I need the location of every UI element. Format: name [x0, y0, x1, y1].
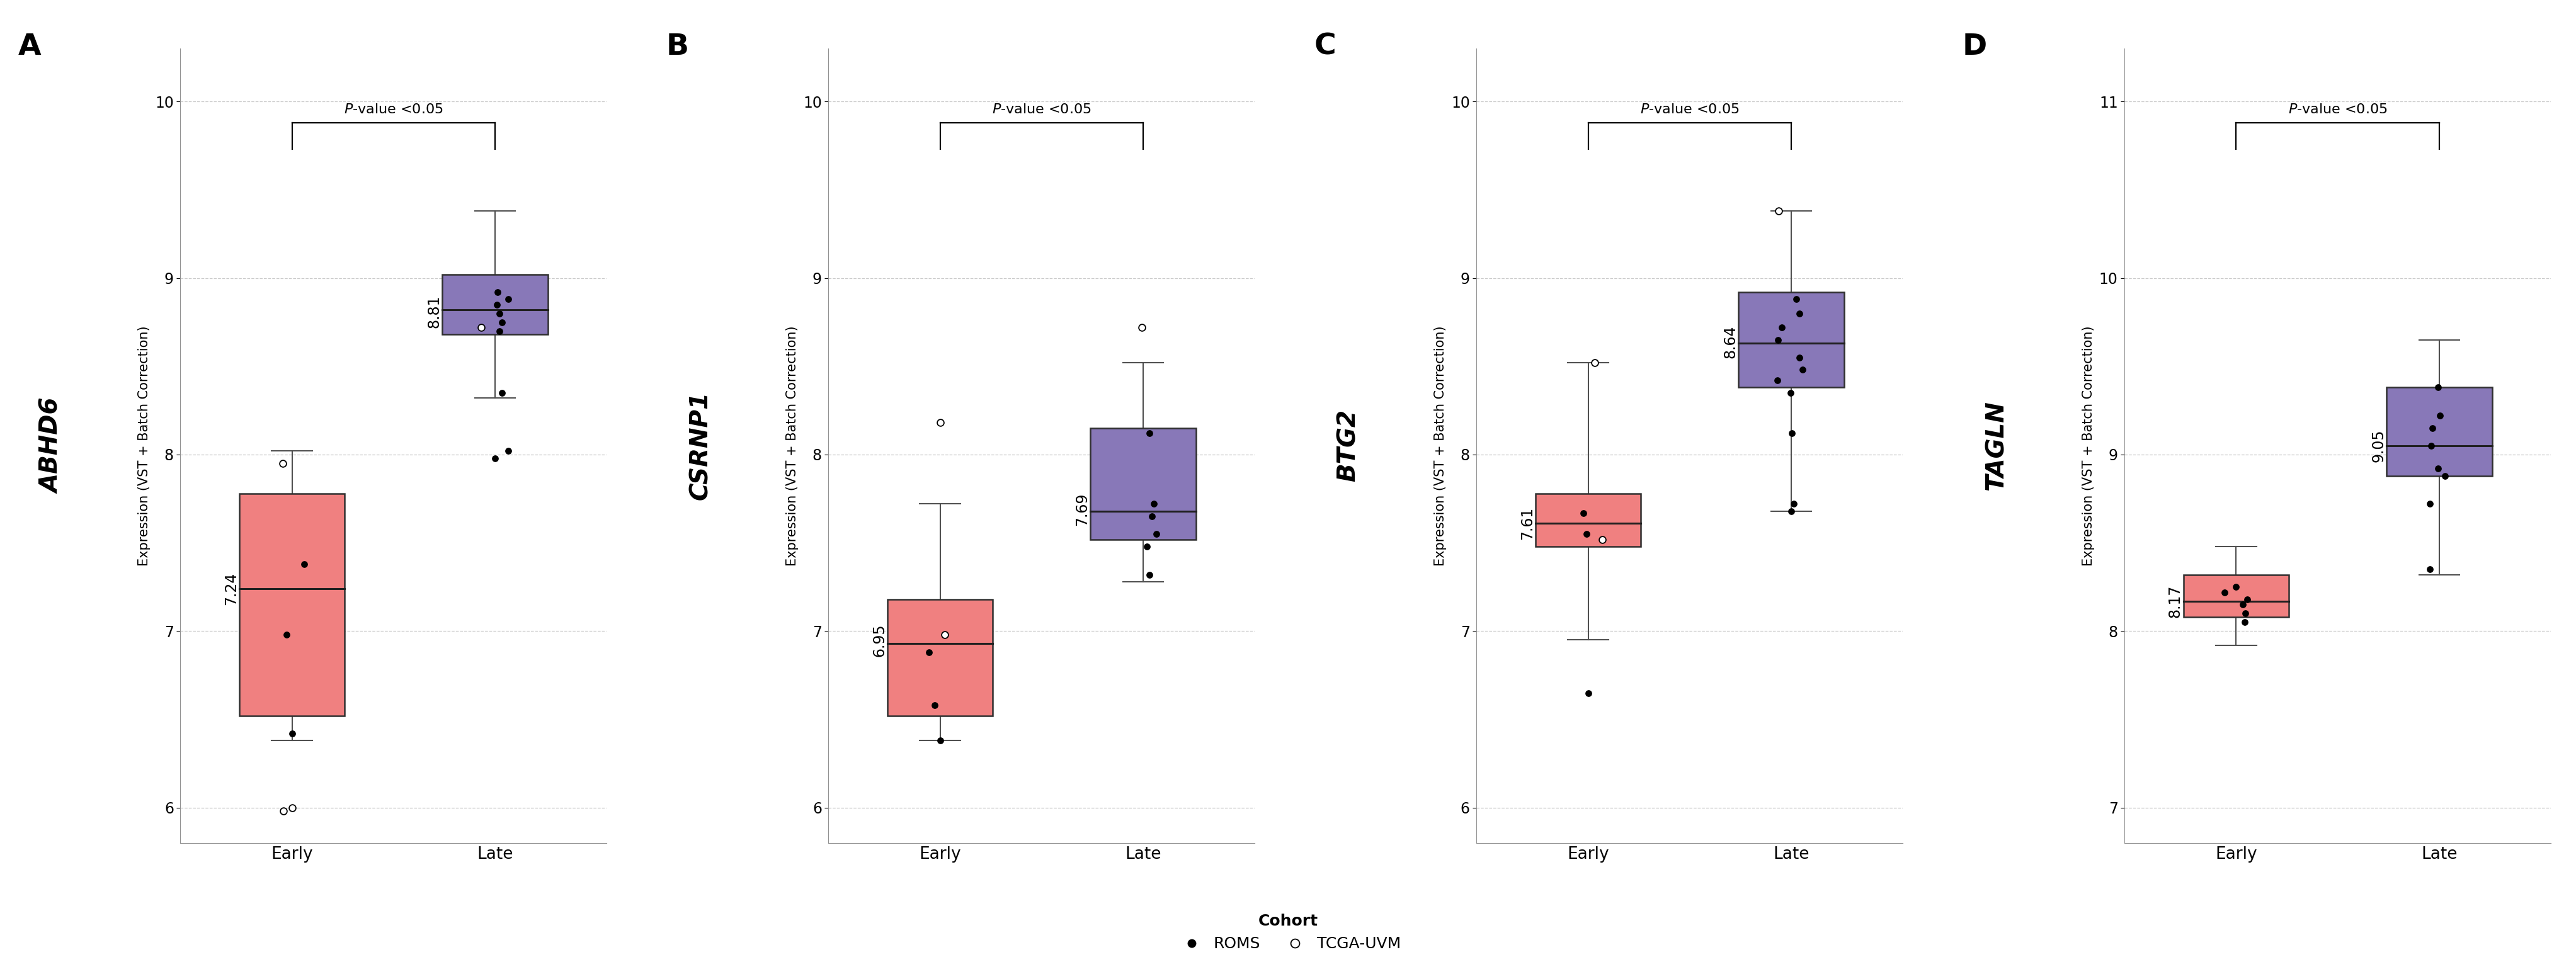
Bar [240, 493, 345, 716]
Point [1574, 355, 1615, 370]
Point [482, 314, 523, 329]
Text: C: C [1314, 33, 1337, 61]
Point [2411, 421, 2452, 436]
Text: 8.81: 8.81 [428, 295, 440, 328]
Point [474, 451, 515, 466]
Text: 8.64: 8.64 [1723, 325, 1736, 359]
Point [1126, 539, 1167, 554]
Point [2411, 438, 2452, 453]
Point [2223, 606, 2264, 621]
Point [1561, 505, 1602, 520]
Point [1757, 203, 1798, 219]
Point [2409, 562, 2450, 578]
Text: D: D [1963, 33, 1986, 61]
Point [283, 556, 325, 572]
Point [1133, 496, 1175, 512]
Text: ABHD6: ABHD6 [41, 398, 64, 493]
Bar [2182, 575, 2287, 617]
Point [1566, 685, 1607, 701]
Point [1128, 425, 1170, 441]
Point [479, 324, 520, 339]
Point [2416, 380, 2458, 395]
Point [2226, 592, 2267, 608]
Point [925, 627, 966, 642]
Bar [1739, 292, 1844, 388]
Point [2416, 461, 2458, 477]
Point [263, 803, 304, 819]
Point [2202, 584, 2244, 600]
Text: BTG2: BTG2 [1337, 410, 1360, 482]
Point [2221, 597, 2262, 612]
Y-axis label: Expression (VST + Batch Correction): Expression (VST + Batch Correction) [1435, 326, 1445, 566]
Y-axis label: Expression (VST + Batch Correction): Expression (VST + Batch Correction) [786, 326, 799, 566]
Point [2409, 496, 2450, 512]
Point [920, 733, 961, 748]
Point [487, 443, 528, 458]
Point [1770, 385, 1811, 400]
Point [1121, 320, 1162, 335]
Point [461, 320, 502, 335]
Legend: ROMS, TCGA-UVM: ROMS, TCGA-UVM [1170, 909, 1406, 956]
Point [1770, 425, 1811, 441]
Text: $P$-value <0.05: $P$-value <0.05 [343, 103, 443, 115]
Point [1783, 362, 1824, 378]
Point [1762, 320, 1803, 335]
Text: CSRNP1: CSRNP1 [688, 391, 714, 500]
Point [1131, 509, 1172, 524]
Bar [1090, 428, 1195, 540]
Point [1757, 373, 1798, 389]
Bar [1535, 493, 1641, 547]
Point [1566, 526, 1607, 542]
Text: 6.95: 6.95 [871, 623, 886, 657]
Text: 9.05: 9.05 [2370, 429, 2385, 462]
Point [914, 698, 956, 713]
Y-axis label: Expression (VST + Batch Correction): Expression (VST + Batch Correction) [2081, 326, 2094, 566]
Point [1775, 292, 1816, 307]
Point [1757, 332, 1798, 348]
Point [487, 292, 528, 307]
Point [909, 644, 951, 660]
Bar [2385, 388, 2491, 476]
Point [1777, 305, 1819, 321]
Text: 8.17: 8.17 [2166, 584, 2182, 617]
Point [1770, 503, 1811, 518]
Text: TAGLN: TAGLN [1984, 401, 2009, 490]
Y-axis label: Expression (VST + Batch Correction): Expression (VST + Batch Correction) [139, 326, 149, 566]
Text: $P$-value <0.05: $P$-value <0.05 [2287, 103, 2388, 115]
Point [1777, 350, 1819, 365]
Point [270, 726, 312, 741]
Point [1128, 567, 1170, 582]
Point [479, 305, 520, 321]
Text: $P$-value <0.05: $P$-value <0.05 [1638, 103, 1739, 115]
Point [2419, 408, 2460, 423]
Text: 7.69: 7.69 [1074, 493, 1090, 526]
Point [1772, 496, 1814, 512]
Point [1582, 532, 1623, 547]
Point [920, 415, 961, 430]
Point [482, 385, 523, 400]
Point [265, 627, 307, 642]
Text: B: B [667, 33, 688, 61]
Bar [443, 274, 549, 334]
Text: 7.24: 7.24 [224, 573, 240, 606]
Point [477, 284, 518, 299]
Point [270, 800, 312, 816]
Text: A: A [18, 33, 41, 61]
Point [2223, 614, 2264, 630]
Point [2215, 579, 2257, 595]
Point [2424, 468, 2465, 484]
Bar [886, 600, 992, 716]
Text: 7.61: 7.61 [1520, 507, 1535, 540]
Point [263, 455, 304, 471]
Point [477, 297, 518, 312]
Text: $P$-value <0.05: $P$-value <0.05 [992, 103, 1092, 115]
Point [1136, 526, 1177, 542]
